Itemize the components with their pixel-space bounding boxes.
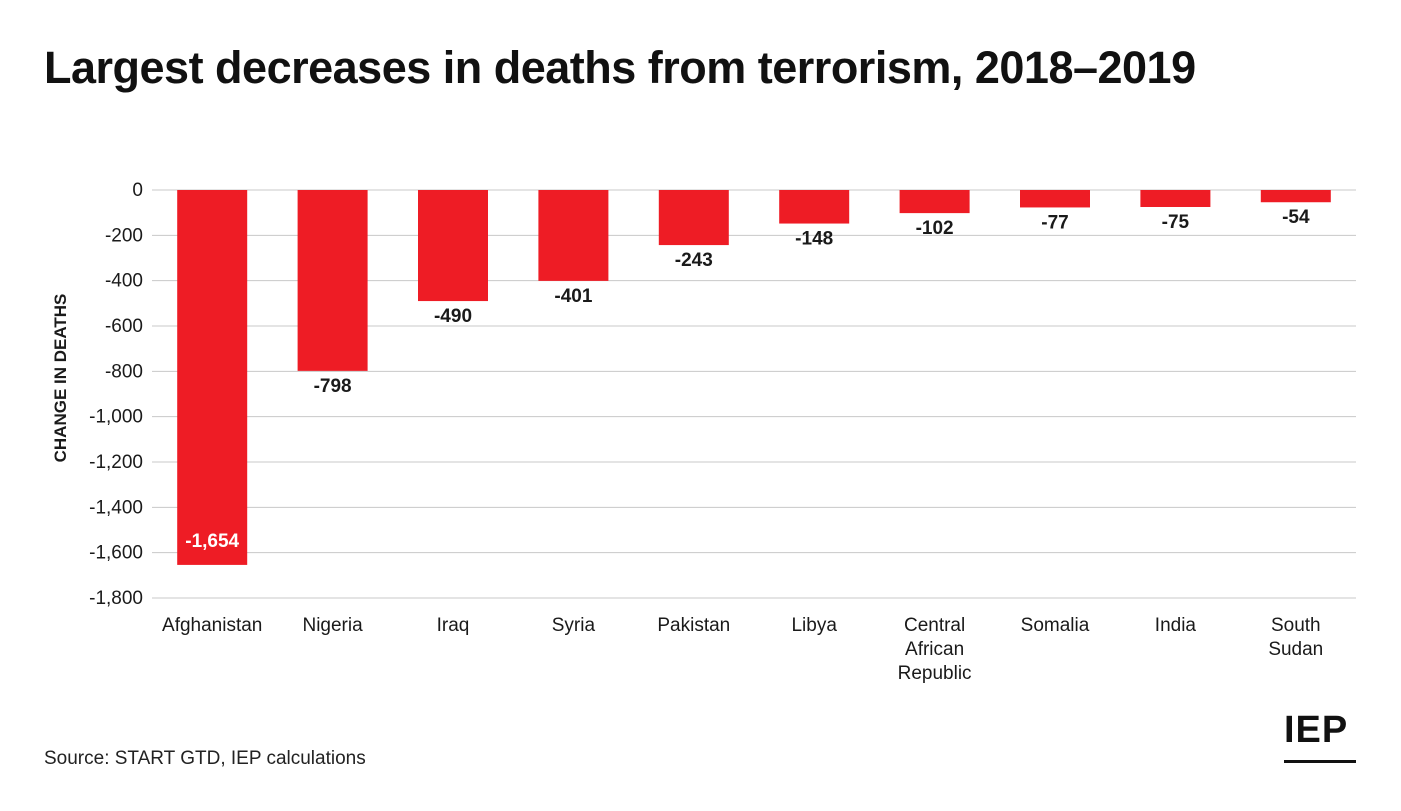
y-tick-label: -1,400 xyxy=(89,497,143,518)
value-label: -77 xyxy=(1041,212,1068,233)
y-tick-label: -400 xyxy=(105,271,143,292)
bar xyxy=(899,190,970,214)
y-tick-label: -600 xyxy=(105,316,143,337)
y-tick-label: 0 xyxy=(132,180,143,201)
x-axis-categories: Afghanistan Nigeria Iraq Syria Pakistan Libya… xyxy=(162,615,1323,684)
value-label: -102 xyxy=(916,218,954,239)
logo-underline xyxy=(1284,760,1356,763)
category-label: Central xyxy=(904,615,965,636)
bar xyxy=(538,190,609,281)
category-label: Sudan xyxy=(1268,639,1323,660)
bar xyxy=(418,190,488,302)
y-tick-label: -200 xyxy=(105,225,143,246)
source-note: Source: START GTD, IEP calculations xyxy=(44,748,366,769)
category-label: Libya xyxy=(791,615,837,636)
y-axis-ticks: 0 -200 -400 -600 -800 -1,000 -1,200 -1,400 -1,60… xyxy=(89,180,143,609)
bar xyxy=(297,190,368,371)
category-label: South xyxy=(1271,615,1321,636)
value-label: -401 xyxy=(554,286,592,307)
category-label: India xyxy=(1155,615,1197,636)
category-label: Afghanistan xyxy=(162,615,262,636)
bars xyxy=(177,190,1331,565)
value-label: -798 xyxy=(314,376,352,397)
iep-logo: IEP xyxy=(1284,710,1356,763)
category-label: Syria xyxy=(552,615,596,636)
y-axis-title: CHANGE IN DEATHS xyxy=(51,294,70,463)
category-label: Nigeria xyxy=(302,615,363,636)
bar xyxy=(658,190,729,246)
value-label: -243 xyxy=(675,250,713,271)
y-tick-label: -1,600 xyxy=(89,543,143,564)
bar xyxy=(1140,190,1211,207)
value-label: -54 xyxy=(1282,207,1310,228)
value-label: -490 xyxy=(434,306,472,327)
value-label: -1,654 xyxy=(185,531,239,552)
y-tick-label: -1,200 xyxy=(89,452,143,473)
bar xyxy=(779,190,850,224)
category-label: African xyxy=(905,639,964,660)
value-label: -148 xyxy=(795,229,833,250)
category-label: Somalia xyxy=(1021,615,1090,636)
y-tick-label: -800 xyxy=(105,361,143,382)
category-label: Iraq xyxy=(437,615,470,636)
bar xyxy=(1260,190,1331,203)
y-tick-label: -1,000 xyxy=(89,407,143,428)
chart-title: Largest decreases in deaths from terrori… xyxy=(44,42,1196,93)
category-label: Republic xyxy=(898,663,972,684)
bar-chart: 0 -200 -400 -600 -800 -1,000 -1,200 -1,400 -1,60… xyxy=(51,180,1356,684)
value-label: -75 xyxy=(1162,212,1190,233)
category-label: Pakistan xyxy=(657,615,730,636)
bar xyxy=(1020,190,1090,208)
value-labels: -1,654 -798 -490 -401 -243 -148 -102 -77 -75 -54 xyxy=(185,207,1310,552)
bar xyxy=(177,190,248,565)
logo-text: IEP xyxy=(1284,709,1349,751)
y-tick-label: -1,800 xyxy=(89,588,143,609)
